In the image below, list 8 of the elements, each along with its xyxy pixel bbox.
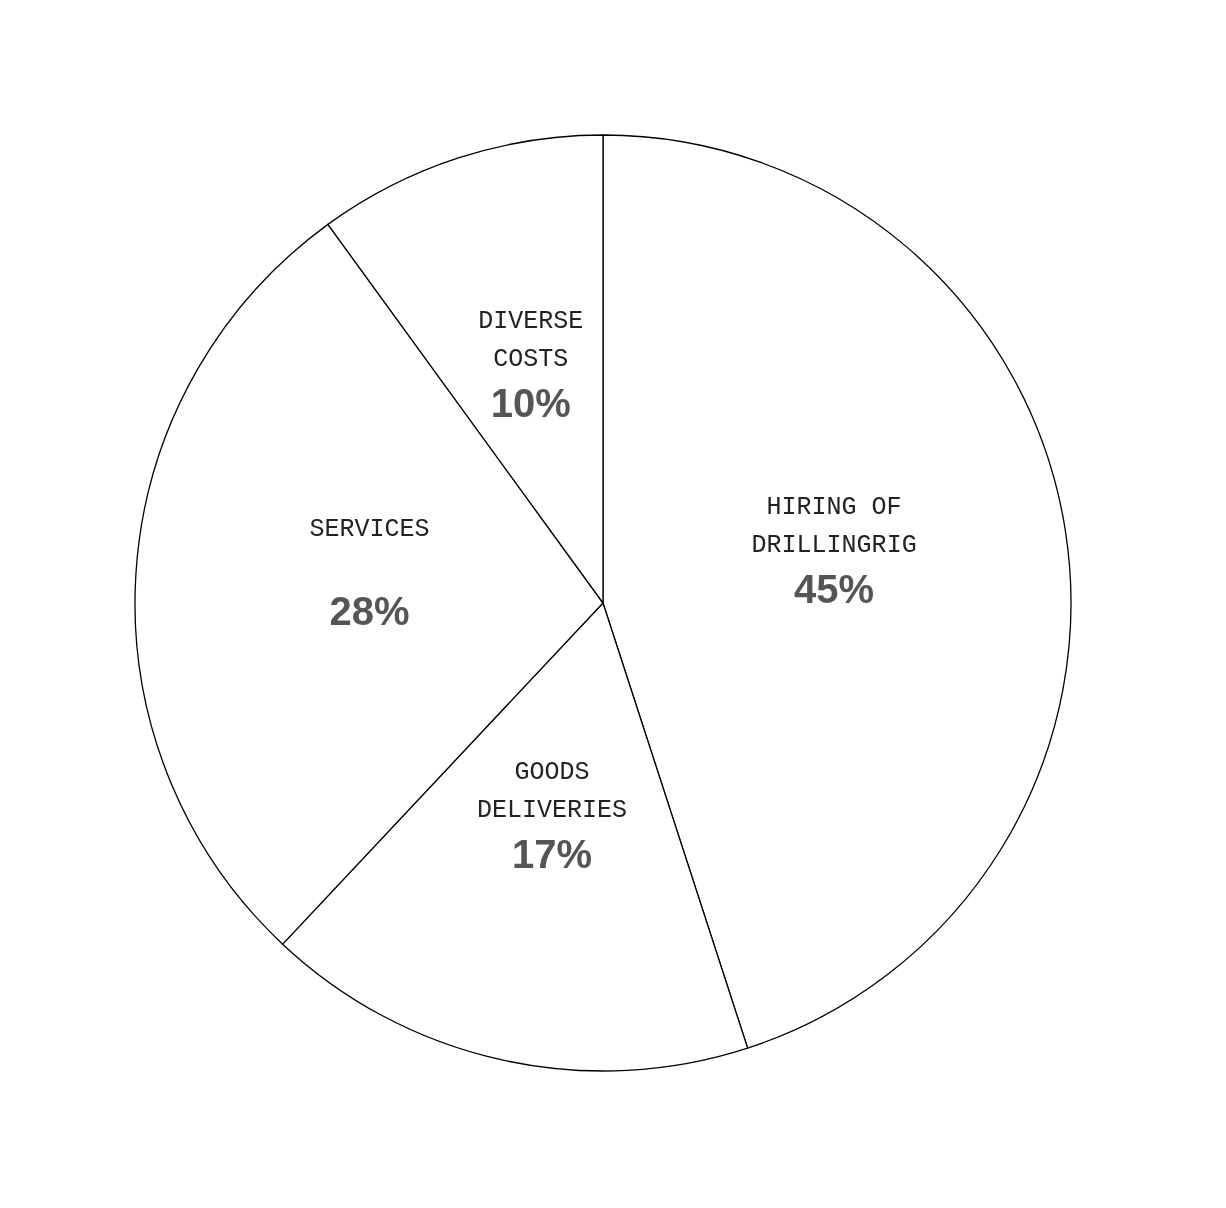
slice-label: HIRING OF DRILLINGRIG: [751, 493, 917, 561]
data-label: 45%: [794, 567, 875, 612]
data-label: 17%: [511, 832, 592, 877]
slice-label: DIVERSE COSTS: [478, 307, 584, 375]
data-label: 28%: [329, 589, 410, 634]
data-label: 10%: [490, 381, 571, 426]
slice-label: GOODS DELIVERIES: [476, 758, 627, 826]
slice-label: SERVICES: [309, 515, 430, 545]
